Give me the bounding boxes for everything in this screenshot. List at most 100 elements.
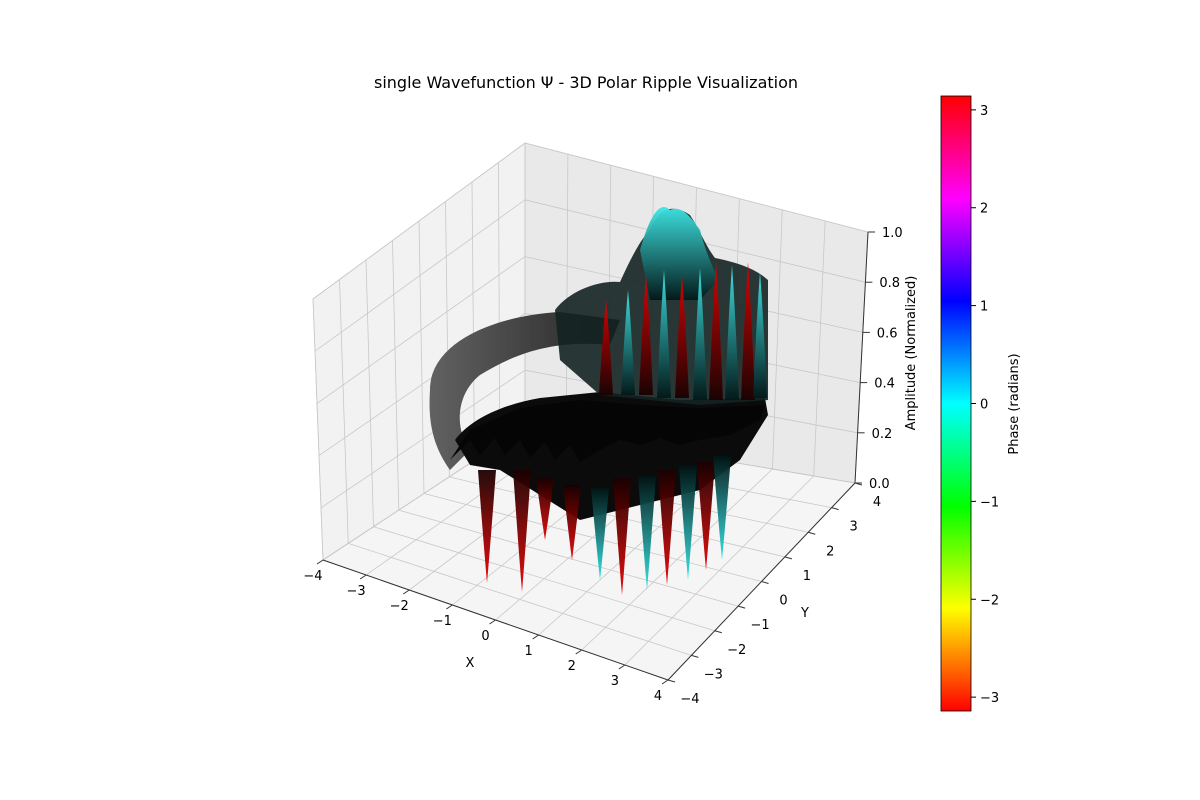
colorbar-tick-label: −3: [980, 691, 999, 706]
x-tick-mark: [618, 664, 626, 670]
x-tick-mark: [446, 604, 453, 610]
grid-line-z-side: [320, 369, 526, 509]
z-axis-label: Amplitude (Normalized): [904, 276, 919, 431]
ripple-spike-up: [599, 300, 613, 395]
y-tick-label: −3: [704, 667, 723, 682]
z-axis-line: [854, 231, 869, 484]
grid-line-y-side: [312, 298, 324, 561]
x-tick-label: 4: [654, 689, 662, 704]
y-tick-label: 0: [779, 594, 787, 609]
x-tick-label: 1: [524, 644, 532, 659]
ripple-spike-down: [513, 470, 531, 592]
ripple-spike-up: [693, 268, 707, 400]
colorbar-tick-label: 1: [980, 300, 988, 315]
y-axis-label: Y: [800, 606, 809, 621]
ripple-spike-down: [591, 488, 609, 580]
ripple-spike-up: [675, 275, 689, 398]
grid-line-y-side: [471, 181, 475, 461]
x-tick-mark: [661, 679, 669, 685]
ripple-spike-down: [613, 478, 631, 595]
ripple-spike-up: [709, 262, 723, 400]
grid-line-y: [398, 509, 739, 607]
z-tick-label: 0.8: [879, 276, 900, 291]
surface-peak: [640, 206, 718, 300]
x-tick-mark: [489, 619, 496, 625]
x-tick-label: −4: [303, 569, 322, 584]
surface-spikes: [478, 262, 767, 595]
ripple-spike-down: [563, 485, 581, 560]
ripple-spike-down: [658, 470, 676, 585]
x-tick-labels: −4 −3 −2 −1 0 1 2 3 4: [303, 559, 669, 704]
y-tick-label: −1: [751, 618, 770, 633]
ripple-spike-up: [621, 290, 635, 395]
grid-line-x-back: [565, 154, 569, 435]
y-tick-mark: [667, 679, 676, 683]
grid-line-x-back: [813, 220, 826, 477]
ripple-spike-down: [679, 466, 697, 580]
y-tick-mark: [784, 556, 793, 560]
y-tick-label: 1: [803, 569, 811, 584]
z-tick-label: 0.0: [869, 477, 890, 492]
x-tick-label: 0: [481, 629, 489, 644]
ripple-spike-down: [478, 470, 496, 583]
grid-line-z-side: [314, 199, 526, 352]
x-tick-mark: [532, 634, 539, 640]
y-tick-mark: [831, 507, 839, 511]
y-tick-mark: [808, 531, 816, 535]
y-tick-label: −4: [680, 692, 699, 707]
x-tick-mark: [359, 574, 367, 580]
z-tick-label: 0.2: [872, 427, 893, 442]
colorbar-label: Phase (radians): [1007, 353, 1022, 454]
x-tick-label: 3: [611, 674, 619, 689]
x-tick-mark: [402, 589, 410, 595]
ripple-spike-down: [638, 476, 656, 590]
chart-title: single Wavefunction Ψ - 3D Polar Ripple …: [374, 73, 798, 92]
colorbar-tick-label: −2: [980, 593, 999, 608]
x-tick-label: −2: [390, 599, 409, 614]
colorbar-tick-label: 3: [980, 104, 988, 119]
y-tick-mark: [737, 605, 746, 609]
grid-line-y: [348, 542, 692, 656]
surface-ridge-front: [450, 400, 765, 462]
y-tick-mark: [691, 654, 699, 658]
y-tick-label: 3: [849, 520, 857, 535]
colorbar: −3 −2 −1 0 1 2 3 Phase (radians): [940, 95, 1022, 712]
ripple-spike-up: [753, 272, 767, 398]
y-tick-mark: [714, 630, 722, 634]
ripple-spike-down: [697, 462, 715, 570]
surface: [429, 206, 768, 595]
ripple-spike-up: [725, 265, 739, 400]
z-tick-label: 1.0: [882, 226, 903, 241]
x-axis-label: X: [466, 656, 475, 671]
ripple-spike-down: [713, 456, 731, 560]
grid-line-y: [423, 493, 762, 582]
ripple-spike-up: [741, 262, 755, 400]
colorbar-gradient: [940, 95, 972, 712]
y-tick-label: −2: [727, 643, 746, 658]
y-tick-mark: [761, 581, 769, 584]
grid-line-y-side: [418, 220, 425, 494]
grid-line-y-side: [365, 259, 374, 527]
x-tick-label: −3: [347, 584, 366, 599]
ripple-spike-up: [639, 275, 653, 395]
surface-outer-ring: [429, 312, 620, 470]
grid-line-y-side: [339, 279, 349, 544]
grid-line-z-side: [316, 256, 526, 404]
colorbar-tick-label: 0: [980, 398, 988, 413]
grid-line-y-side: [392, 240, 400, 511]
x-tick-mark: [575, 649, 583, 655]
z-tick-label: 0.6: [877, 326, 898, 341]
z-tick-label: 0.4: [874, 377, 895, 392]
ripple-spike-up: [657, 270, 671, 398]
grid-line-y-side: [498, 162, 501, 444]
x-tick-mark: [316, 559, 324, 565]
grid-line-y: [373, 526, 715, 632]
x-tick-label: −1: [433, 614, 452, 629]
grid-line-x-back: [772, 209, 783, 470]
colorbar-tick-label: −1: [980, 495, 999, 510]
y-tick-label: 2: [826, 544, 834, 559]
colorbar-tick-label: 2: [980, 202, 988, 217]
ripple-spike-down: [536, 478, 554, 540]
grid-line-z-side: [312, 142, 526, 300]
